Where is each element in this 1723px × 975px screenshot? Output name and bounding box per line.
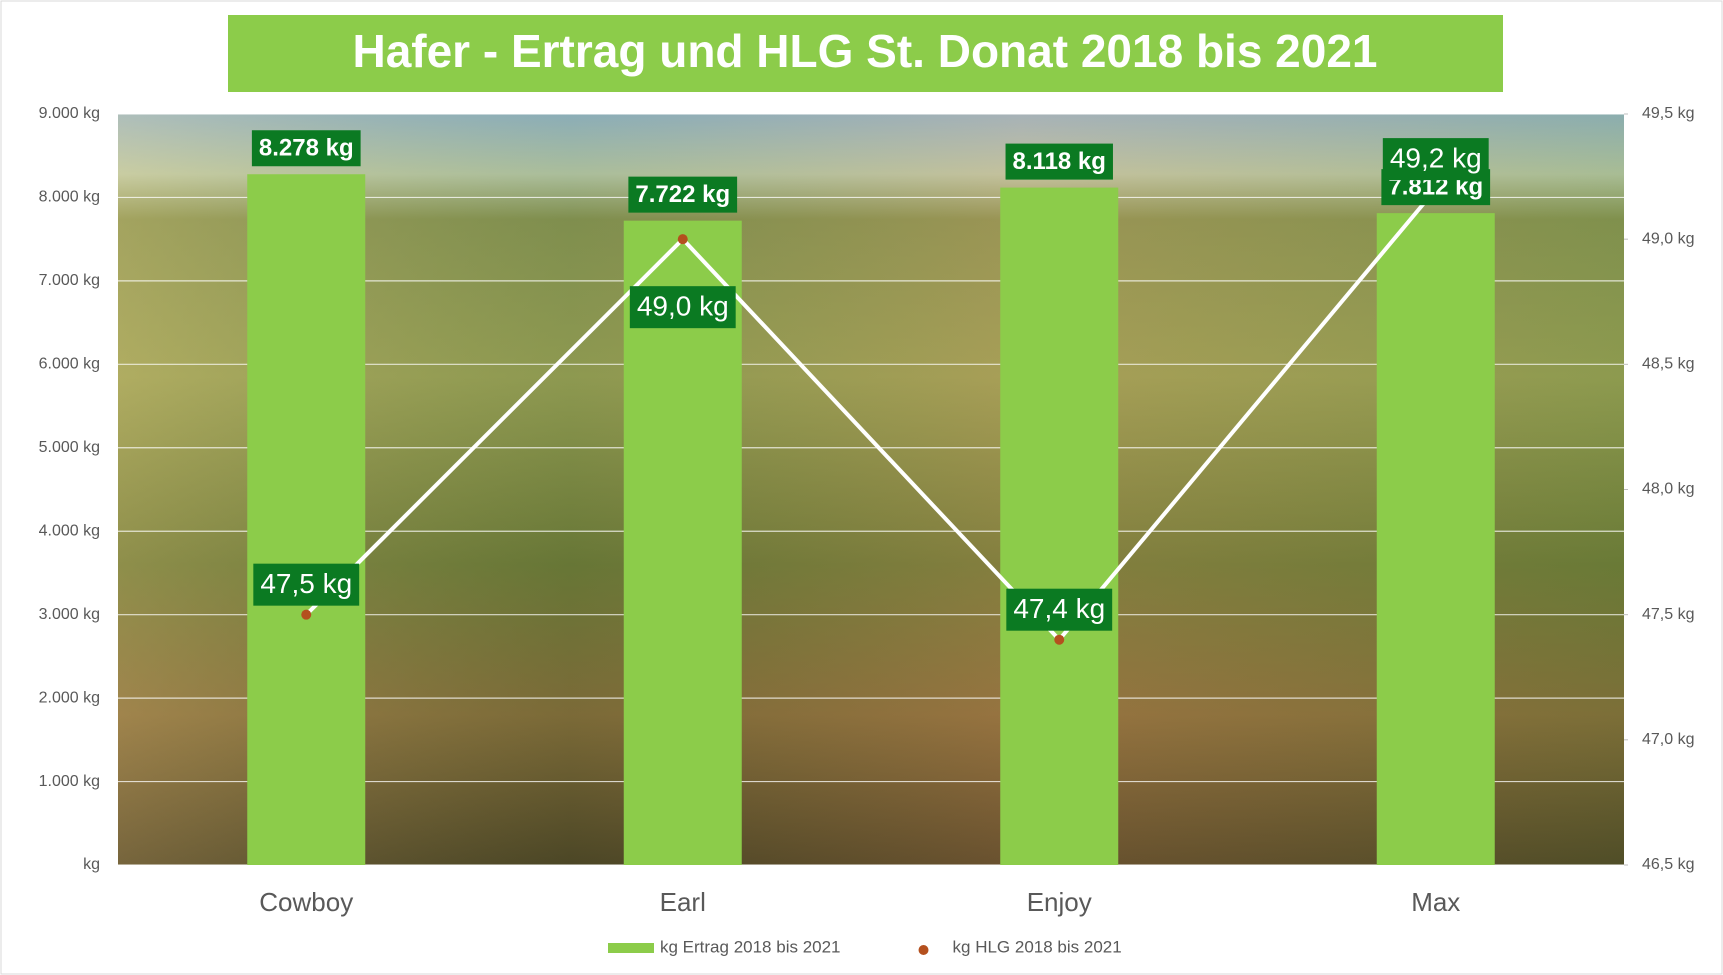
y2-tick-label: 47,5 kg xyxy=(1642,606,1694,623)
y2-tick-label: 49,5 kg xyxy=(1642,105,1694,122)
chart-title: Hafer - Ertrag und HLG St. Donat 2018 bi… xyxy=(352,25,1377,77)
bar-value-label: 8.118 kg xyxy=(1013,148,1106,175)
bar xyxy=(1000,188,1118,865)
y-tick-label: 6.000 kg xyxy=(39,356,100,373)
page: {"chart_data": { "type": "bar_line", "ti… xyxy=(0,0,1723,975)
bar-value-label: 8.278 kg xyxy=(259,135,354,162)
y2-tick-label: 46,5 kg xyxy=(1642,856,1694,873)
line-marker xyxy=(678,234,688,244)
y-tick-label: 8.000 kg xyxy=(39,189,100,206)
legend-swatch xyxy=(608,943,654,953)
y-tick-label: 2.000 kg xyxy=(39,689,100,706)
y-tick-label: 5.000 kg xyxy=(39,439,100,456)
y2-tick-label: 48,5 kg xyxy=(1642,356,1694,373)
y-tick-label: 3.000 kg xyxy=(39,606,100,623)
y-tick-label: 1.000 kg xyxy=(39,773,100,790)
line-value-label: 47,4 kg xyxy=(1013,593,1105,624)
x-tick-label: Enjoy xyxy=(1027,887,1092,917)
x-tick-label: Earl xyxy=(660,887,706,917)
chart: Hafer - Ertrag und HLG St. Donat 2018 bi… xyxy=(0,0,1723,975)
y2-tick-label: 49,0 kg xyxy=(1642,230,1694,247)
legend-swatch xyxy=(919,945,929,955)
y-tick-label: 9.000 kg xyxy=(39,105,100,122)
line-marker xyxy=(1054,635,1064,645)
legend-label: kg Ertrag 2018 bis 2021 xyxy=(660,937,841,956)
x-tick-label: Max xyxy=(1411,887,1460,917)
line-value-label: 49,0 kg xyxy=(637,291,729,322)
y-tick-label: kg xyxy=(83,856,100,873)
y-tick-label: 4.000 kg xyxy=(39,522,100,539)
y2-tick-label: 48,0 kg xyxy=(1642,481,1694,498)
bar-value-label: 7.722 kg xyxy=(635,181,730,208)
y2-tick-label: 47,0 kg xyxy=(1642,731,1694,748)
bar xyxy=(247,174,365,865)
y-tick-label: 7.000 kg xyxy=(39,272,100,289)
line-value-label: 47,5 kg xyxy=(260,568,352,599)
line-marker xyxy=(301,610,311,620)
bar xyxy=(1377,213,1495,865)
legend-label: kg HLG 2018 bis 2021 xyxy=(953,937,1122,956)
x-tick-label: Cowboy xyxy=(259,887,353,917)
line-value-label: 49,2 kg xyxy=(1390,142,1482,173)
